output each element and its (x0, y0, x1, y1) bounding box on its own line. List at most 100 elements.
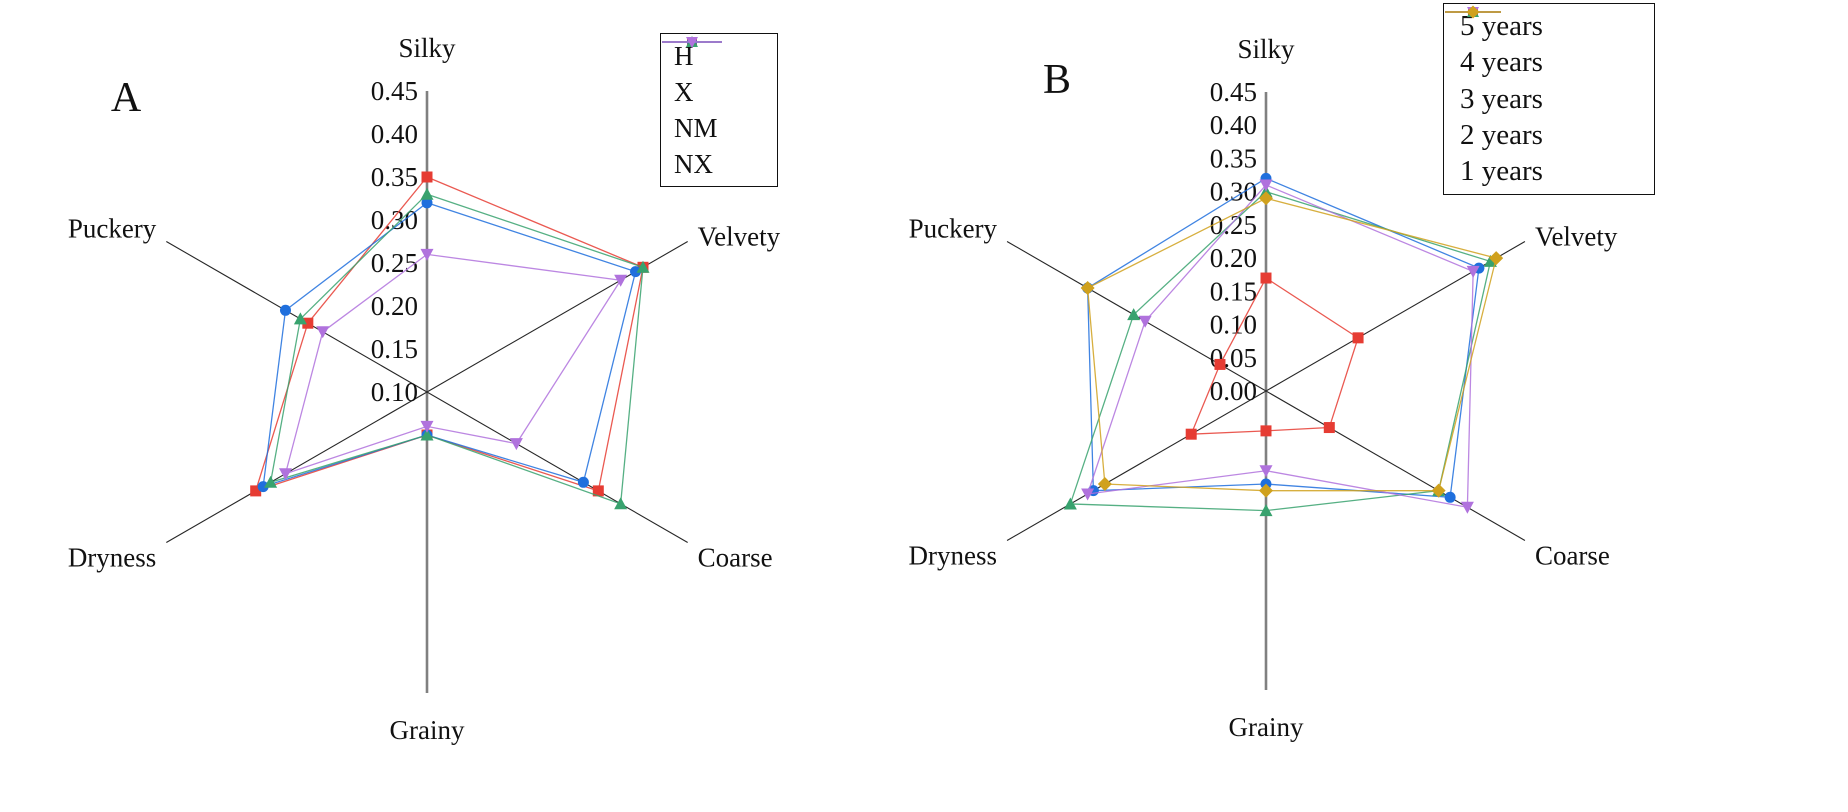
axis-label-silky: Silky (1237, 34, 1295, 64)
series-line-3-years (1069, 190, 1492, 512)
data-point-triangle-up (1483, 254, 1497, 267)
axis-label-coarse: Coarse (698, 543, 773, 573)
legend-label: X (674, 76, 694, 107)
legend-item: NX (662, 37, 771, 182)
data-point-triangle-up (293, 312, 307, 325)
axis-label-silky: Silky (398, 33, 456, 63)
tick-label: 0.15 (371, 334, 418, 364)
tick-label: 0.30 (1210, 177, 1257, 207)
data-point-triangle-up (1127, 308, 1141, 321)
tick-label: 0.35 (1210, 143, 1257, 173)
axis-label-grainy: Grainy (390, 715, 465, 745)
data-point-square (421, 171, 433, 183)
series-line-4-years (1086, 177, 1480, 499)
data-point-triangle-down (1460, 501, 1474, 514)
data-point-triangle-up (420, 428, 434, 441)
data-point-triangle-down (1259, 465, 1273, 478)
radar-plot-a: 0.450.400.350.300.250.200.150.10SilkyVel… (68, 33, 781, 745)
legend-item: X (662, 37, 771, 110)
tick-label: 0.10 (1210, 310, 1257, 340)
tick-label: 0.20 (1210, 243, 1257, 273)
data-point-triangle-down (1259, 179, 1273, 192)
legend-item: 1 years (1445, 5, 1646, 190)
data-point-square (250, 485, 262, 497)
data-point-circle (421, 197, 433, 209)
tick-label: 0.20 (371, 291, 418, 321)
axis-label-velvety: Velvety (698, 222, 781, 252)
legend-label: NX (674, 148, 713, 179)
tick-label: 0.10 (371, 377, 418, 407)
series-line-nm (269, 193, 644, 505)
panel-label-b: B (1042, 57, 1072, 103)
data-point-triangle-up (614, 497, 628, 510)
panel-label-a: A (110, 75, 142, 121)
legend-triangle-down-glyph (686, 37, 698, 48)
data-point-circle (279, 304, 291, 316)
legend-label: H (674, 40, 694, 71)
legend-b: 5 years 4 years 3 years 2 years 1 years (1443, 3, 1655, 195)
data-point-triangle-up (420, 187, 434, 200)
data-point-triangle-down (1138, 315, 1152, 328)
tick-label: 0.15 (1210, 276, 1257, 306)
data-point-square (1352, 332, 1364, 344)
data-point-triangle-down (420, 420, 434, 433)
data-point-circle (1444, 491, 1456, 503)
legend-label: NM (674, 112, 718, 143)
axis-label-grainy: Grainy (1229, 712, 1304, 742)
data-point-diamond (1080, 281, 1095, 296)
data-point-triangle-up (636, 260, 650, 273)
data-point-triangle-down (1081, 488, 1095, 501)
legend-item: NM (662, 36, 771, 146)
legend-item: 3 years (1445, 6, 1646, 117)
data-point-triangle-down (316, 326, 330, 339)
radar-plot-b: 0.450.400.350.300.250.200.150.100.050.00… (909, 34, 1618, 742)
axis-label-velvety: Velvety (1535, 222, 1618, 252)
data-point-circle (257, 481, 269, 493)
data-point-circle (577, 476, 589, 488)
tick-label: 0.45 (1210, 77, 1257, 107)
data-point-triangle-down (420, 248, 434, 261)
series-line-1-years (1086, 197, 1497, 492)
axis-label-dryness: Dryness (909, 541, 998, 571)
axis-label-dryness: Dryness (68, 543, 157, 573)
legend-item: 4 years (1445, 7, 1646, 80)
series-line-h (254, 176, 644, 492)
legend-label: 3 years (1460, 82, 1543, 115)
data-point-square (302, 317, 314, 329)
data-point-triangle-down (1466, 265, 1480, 278)
data-point-square (1185, 428, 1197, 440)
series-line-2-years (1086, 184, 1474, 509)
legend-label: 2 years (1460, 118, 1543, 151)
tick-label: 0.40 (1210, 110, 1257, 140)
data-point-square (1323, 422, 1335, 434)
data-point-diamond (1259, 191, 1273, 206)
tick-label: 0.25 (371, 248, 418, 278)
data-point-triangle-up (1063, 497, 1077, 510)
data-point-triangle-down (509, 438, 523, 451)
data-point-square (1260, 272, 1272, 284)
data-point-square (592, 485, 604, 497)
legend-label: 4 years (1460, 46, 1543, 79)
legend-a: H X NM NX (660, 33, 778, 187)
data-point-diamond (1431, 483, 1446, 498)
axis-label-coarse: Coarse (1535, 541, 1610, 571)
data-point-circle (630, 266, 642, 278)
data-point-diamond (1489, 251, 1504, 266)
data-point-diamond (1097, 477, 1112, 492)
tick-label: 0.35 (371, 162, 418, 192)
series-line-nx (284, 253, 622, 475)
data-point-triangle-up (1259, 504, 1273, 517)
data-point-triangle-up (264, 475, 278, 488)
data-point-triangle-down (278, 468, 292, 481)
data-point-triangle-down (614, 274, 628, 287)
tick-label: 0.00 (1210, 376, 1257, 406)
data-point-diamond (1259, 483, 1273, 498)
legend-diamond-glyph (1466, 5, 1480, 19)
axis-label-puckery: Puckery (909, 214, 998, 244)
data-point-square (1214, 358, 1226, 370)
tick-label: 0.45 (371, 76, 418, 106)
data-point-square (1260, 425, 1272, 437)
tick-label: 0.40 (371, 119, 418, 149)
